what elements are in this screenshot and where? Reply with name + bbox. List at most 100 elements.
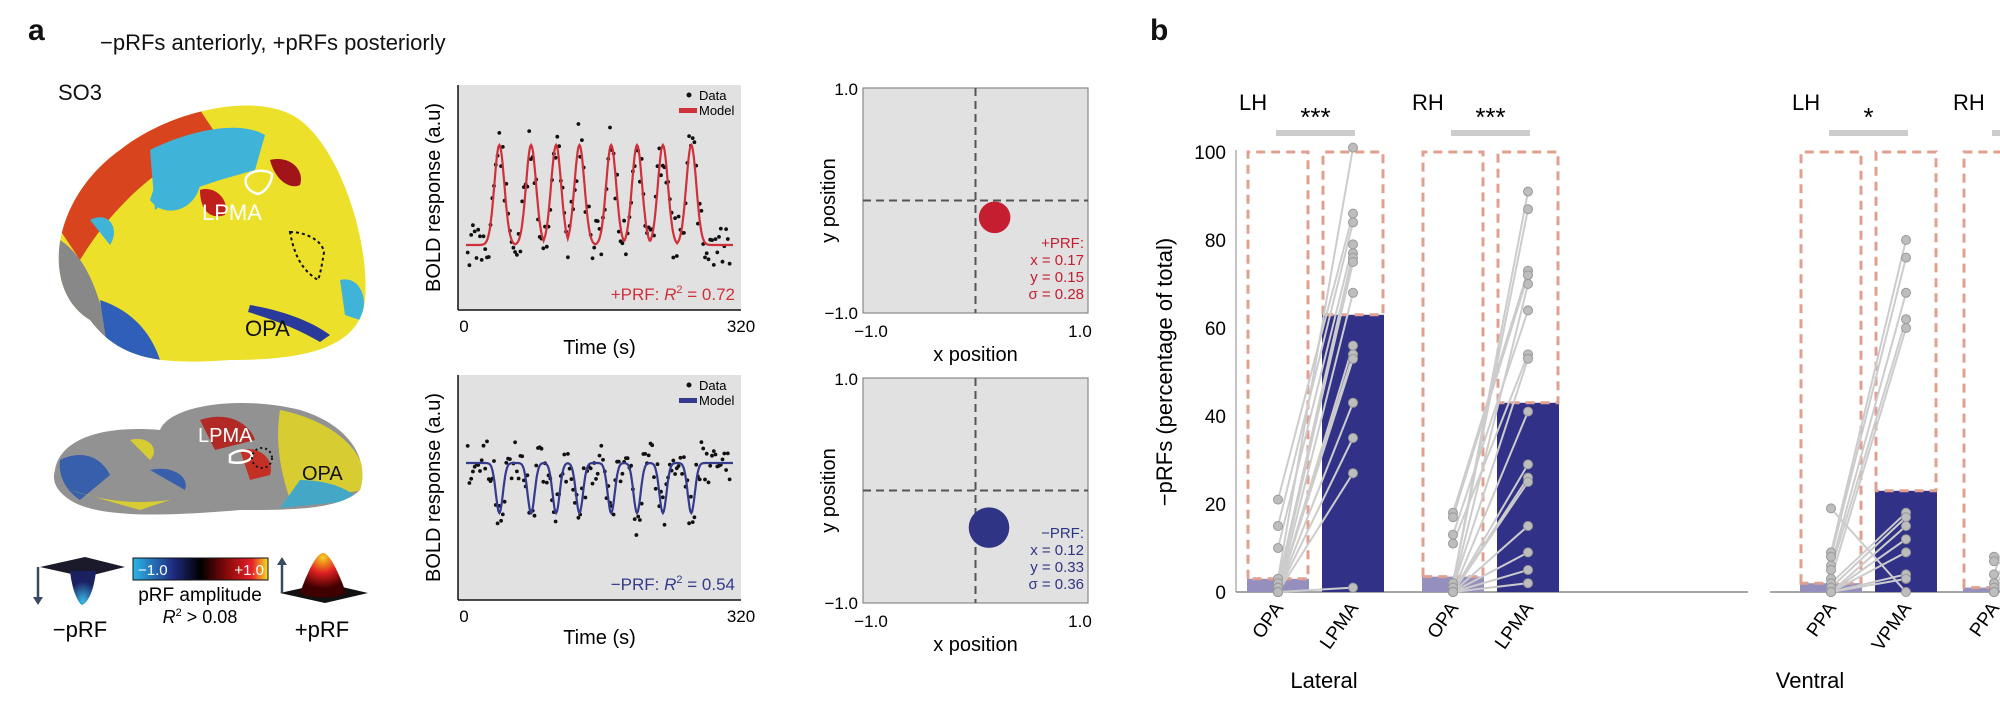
data-point bbox=[676, 214, 681, 219]
data-point bbox=[638, 518, 642, 522]
data-point bbox=[513, 250, 517, 254]
prf-parameter-label: y = 0.15 bbox=[1030, 269, 1084, 286]
subject-line bbox=[1277, 261, 1354, 588]
y-axis-label: BOLD response (a.u) bbox=[423, 393, 445, 582]
data-point bbox=[511, 245, 516, 250]
hemisphere-label: LH bbox=[1792, 90, 1820, 115]
category-label: VPMA bbox=[1868, 599, 1916, 655]
data-point bbox=[713, 452, 718, 457]
colorbar-max-label: +1.0 bbox=[234, 562, 264, 579]
subject-point bbox=[1523, 477, 1533, 487]
data-point bbox=[704, 451, 709, 456]
x-axis-label: Time (s) bbox=[563, 627, 636, 649]
hemisphere-label: LH bbox=[1239, 90, 1267, 115]
subject-point bbox=[1523, 353, 1533, 364]
position-positive-chart: +PRF:x = 0.17y = 0.15σ = 0.28 1.0 −1.0−1.0… bbox=[818, 80, 1092, 366]
roi-label-lpma: LPMA bbox=[202, 200, 262, 225]
data-point bbox=[471, 469, 475, 474]
subject-point bbox=[1523, 186, 1533, 197]
data-point bbox=[594, 477, 598, 481]
data-point bbox=[725, 237, 730, 241]
subject-line bbox=[1830, 318, 1907, 571]
subject-point bbox=[1273, 587, 1283, 597]
subject-point bbox=[1523, 406, 1533, 417]
data-point bbox=[673, 472, 677, 476]
subject-point bbox=[1523, 459, 1533, 470]
subject-point bbox=[1348, 239, 1358, 250]
data-point bbox=[595, 471, 600, 476]
data-point bbox=[478, 469, 482, 473]
data-point bbox=[597, 453, 602, 458]
lpma-outline-ventral bbox=[228, 449, 254, 464]
data-point bbox=[717, 235, 721, 239]
subject-point bbox=[1989, 587, 1999, 597]
data-point bbox=[694, 462, 699, 467]
data-point bbox=[643, 452, 648, 456]
subject-point bbox=[1523, 204, 1533, 215]
negative-prf-bar-chart: 0 20 40 60 80 100 −pRFs (percentage of total) L… bbox=[1152, 90, 2000, 693]
data-point bbox=[673, 216, 677, 221]
subject-point bbox=[1901, 512, 1911, 523]
data-point bbox=[599, 443, 604, 448]
group-label: Lateral bbox=[1290, 668, 1357, 693]
data-point bbox=[682, 231, 686, 235]
y-axis-label: y position bbox=[818, 448, 840, 533]
subject-line bbox=[1277, 244, 1354, 549]
data-point bbox=[662, 522, 667, 527]
subject-line bbox=[1830, 525, 1907, 593]
subject-point bbox=[1448, 538, 1458, 549]
subject-point bbox=[1989, 569, 1999, 580]
data-point bbox=[471, 223, 475, 228]
x-tick-label: 0 bbox=[459, 317, 468, 336]
subject-line bbox=[1452, 551, 1529, 593]
legend-model-marker bbox=[679, 108, 697, 113]
data-point bbox=[620, 241, 625, 246]
legend-data-marker bbox=[686, 92, 692, 98]
colorbar-legend: −1.0 +1.0 pRF amplitude R2 > 0.08 −pRF +… bbox=[33, 553, 368, 642]
subject-point bbox=[1348, 582, 1358, 593]
subject-point bbox=[1523, 547, 1533, 558]
subject-point bbox=[1901, 573, 1911, 584]
significance-bar bbox=[1451, 130, 1530, 136]
data-point bbox=[701, 446, 706, 451]
subject-line bbox=[1993, 553, 2000, 575]
data-point bbox=[616, 229, 621, 234]
data-point bbox=[469, 476, 474, 481]
significance-stars: * bbox=[1863, 102, 1873, 132]
prf-parameter-label: x = 0.12 bbox=[1030, 542, 1084, 559]
legend-data-label: Data bbox=[699, 88, 727, 103]
subject-line bbox=[1452, 569, 1529, 593]
y-tick-label: −1.0 bbox=[824, 594, 858, 613]
opa-outline-ventral bbox=[251, 447, 273, 469]
subject-point bbox=[1523, 565, 1533, 575]
data-point bbox=[532, 513, 537, 518]
data-point bbox=[608, 125, 612, 130]
data-point bbox=[646, 453, 651, 458]
data-point bbox=[718, 226, 723, 231]
data-point bbox=[676, 464, 681, 468]
data-point bbox=[657, 146, 662, 151]
subject-line bbox=[1452, 411, 1529, 593]
subject-point bbox=[1901, 252, 1911, 263]
data-point bbox=[720, 259, 725, 264]
subject-line bbox=[1277, 472, 1354, 593]
subject-line bbox=[1830, 239, 1907, 553]
data-point bbox=[611, 512, 616, 517]
data-point bbox=[534, 463, 539, 468]
data-point bbox=[678, 455, 683, 460]
data-point bbox=[569, 477, 574, 481]
y-tick-label: 1.0 bbox=[834, 80, 858, 99]
data-point bbox=[696, 221, 700, 226]
data-point bbox=[671, 255, 676, 260]
subject-line bbox=[1830, 538, 1907, 593]
data-point bbox=[479, 458, 484, 463]
data-point bbox=[553, 519, 558, 524]
data-point bbox=[590, 481, 595, 486]
r-squared-annotation: +PRF: R2 = 0.72 bbox=[611, 284, 735, 304]
significance-stars: *** bbox=[1300, 102, 1330, 132]
subject-point bbox=[1523, 305, 1533, 316]
data-point bbox=[722, 451, 727, 456]
subject-line bbox=[1830, 327, 1907, 580]
data-point bbox=[699, 208, 704, 213]
y-tick-label: 40 bbox=[1205, 407, 1226, 428]
